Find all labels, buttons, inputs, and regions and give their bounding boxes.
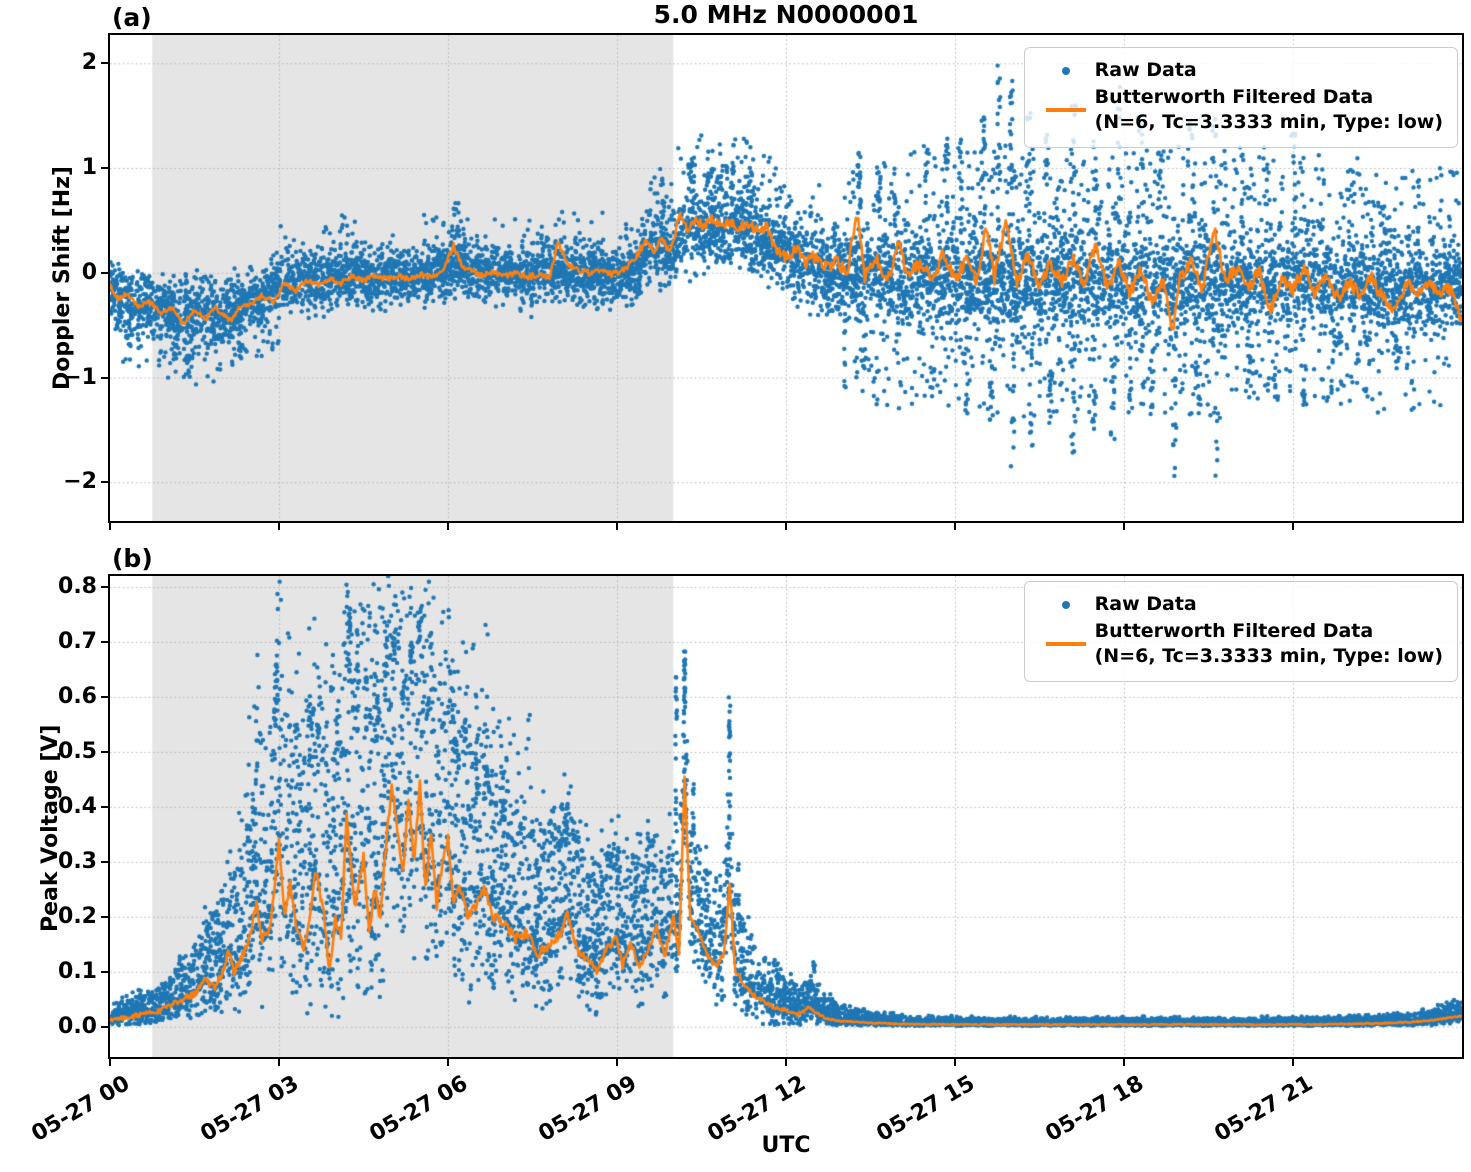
raw-data-marker-icon (1061, 600, 1070, 609)
x-tick-mark (785, 1059, 787, 1066)
x-axis-label: UTC (761, 1133, 811, 1158)
y-tick-label: 0.6 (58, 683, 97, 709)
y-tick-label: 0.5 (58, 738, 97, 764)
panel-a-label: (a) (112, 3, 152, 32)
filtered-line-marker-icon (1045, 108, 1086, 112)
y-tick-mark (101, 915, 108, 918)
y-tick-mark (101, 970, 108, 973)
filtered-line-marker-icon (1045, 642, 1086, 646)
y-tick-label: 0.2 (58, 903, 97, 929)
y-tick-mark (101, 750, 108, 753)
y-tick-label: 0.4 (58, 793, 97, 819)
y-axis-label-a: Doppler Shift [Hz] (50, 166, 75, 390)
legend-raw-label: Raw Data (1094, 59, 1197, 81)
x-tick-mark (447, 1059, 449, 1066)
x-tick-mark (1292, 1059, 1294, 1066)
y-tick-label: 2 (81, 50, 97, 76)
legend-a: Raw Data Butterworth Filtered Data (N=6,… (1023, 47, 1458, 148)
y-tick-mark (101, 805, 108, 808)
legend-filtered-label: Butterworth Filtered Data (1094, 620, 1374, 642)
y-tick-label: 0.3 (58, 848, 97, 874)
x-tick-mark (785, 523, 787, 530)
panel-b-label: (b) (112, 544, 153, 573)
x-tick-mark (278, 523, 280, 530)
y-tick-label: 1 (81, 155, 97, 181)
x-tick-mark (954, 523, 956, 530)
legend-raw-label: Raw Data (1094, 593, 1197, 615)
x-tick-mark (954, 1059, 956, 1066)
legend-filtered-sublabel: (N=6, Tc=3.3333 min, Type: low) (1094, 645, 1443, 667)
x-tick-mark (616, 523, 618, 530)
y-tick-mark (101, 167, 108, 170)
legend-b: Raw Data Butterworth Filtered Data (N=6,… (1023, 581, 1458, 682)
x-tick-mark (1292, 523, 1294, 530)
y-tick-mark (101, 62, 108, 65)
figure-title: 5.0 MHz N0000001 (653, 0, 919, 29)
y-tick-mark (101, 271, 108, 274)
x-tick-mark (616, 1059, 618, 1066)
y-tick-label: −2 (63, 469, 97, 495)
y-tick-mark (101, 585, 108, 588)
y-tick-label: 0.7 (58, 628, 97, 654)
y-tick-mark (101, 1025, 108, 1028)
x-tick-mark (1123, 1059, 1125, 1066)
y-tick-mark (101, 376, 108, 379)
y-tick-mark (101, 640, 108, 643)
y-tick-label: 0.1 (58, 958, 97, 984)
legend-filtered-sublabel: (N=6, Tc=3.3333 min, Type: low) (1094, 111, 1443, 133)
x-tick-mark (1123, 523, 1125, 530)
x-tick-mark (109, 1059, 111, 1066)
y-tick-mark (101, 695, 108, 698)
y-tick-label: 0.8 (58, 573, 97, 599)
raw-data-marker-icon (1061, 66, 1070, 75)
x-tick-mark (447, 523, 449, 530)
x-tick-mark (278, 1059, 280, 1066)
y-tick-label: 0 (81, 259, 97, 285)
legend-filtered-label: Butterworth Filtered Data (1094, 86, 1374, 108)
x-tick-mark (109, 523, 111, 530)
y-tick-mark (101, 481, 108, 484)
y-tick-label: 0.0 (58, 1013, 97, 1039)
y-tick-label: −1 (63, 364, 97, 390)
y-tick-mark (101, 860, 108, 863)
